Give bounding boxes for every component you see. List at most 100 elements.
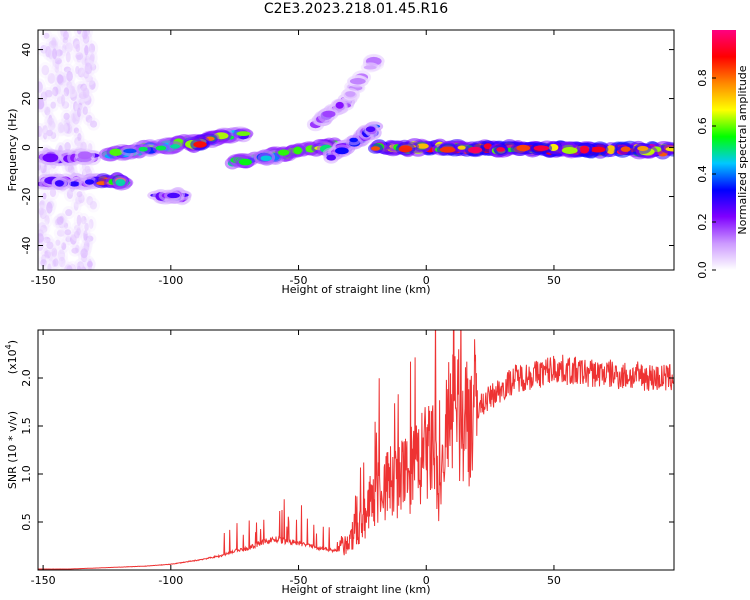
heatmap-cell	[38, 160, 42, 171]
heatmap-y-ticks: -40 -20 0 20 40	[20, 43, 674, 255]
heatmap-cell	[76, 191, 83, 198]
heatmap-cell	[65, 51, 71, 63]
heatmap-cell	[45, 46, 52, 58]
heatmap-cell	[637, 145, 649, 151]
heatmap-cell	[260, 155, 272, 162]
heatmap-cell	[398, 145, 413, 153]
heatmap-cell	[83, 230, 88, 241]
heatmap-feature	[322, 121, 384, 164]
y-tick-label: 20	[20, 92, 33, 106]
heatmap-cell	[52, 86, 59, 97]
heatmap-cell	[40, 259, 47, 267]
x-tick-label: 0	[423, 574, 430, 587]
heatmap-cell	[38, 125, 43, 137]
heatmap-cell	[590, 146, 606, 153]
heatmap-cell	[63, 122, 71, 134]
y-tick-label: 1.5	[20, 417, 33, 435]
heatmap-cell	[76, 265, 82, 270]
heatmap-cell	[54, 57, 62, 65]
x-tick-label: -100	[158, 274, 183, 287]
heatmap-cell	[326, 154, 336, 161]
heatmap-cell	[38, 233, 44, 243]
heatmap-cell	[349, 78, 366, 85]
heatmap-cell	[109, 148, 123, 156]
snr-panel: -150 -100 -50 0 50 0.5 1.0 1.5 2.0 Height of st…	[4, 329, 675, 596]
heatmap-cell	[51, 247, 58, 258]
heatmap-cell	[236, 131, 251, 137]
heatmap-cell	[66, 189, 74, 200]
heatmap-marks	[38, 30, 674, 270]
heatmap-cell	[65, 42, 73, 53]
snr-x-ticks: -150 -100 -50 0 50	[31, 330, 561, 587]
heatmap-cell	[43, 132, 48, 140]
colorbar: 0.0 0.2 0.4 0.6 0.8 Normalized spectral ampl…	[696, 30, 749, 279]
heatmap-cell	[82, 87, 90, 99]
heatmap-cell	[349, 137, 358, 143]
colorbar-tick-label: 0.8	[696, 69, 709, 87]
heatmap-cell	[63, 112, 70, 120]
heatmap-cell	[193, 141, 207, 148]
heatmap-cell	[55, 49, 63, 57]
heatmap-cell	[84, 45, 89, 56]
heatmap-cell	[77, 133, 82, 142]
heatmap-cell	[47, 120, 56, 131]
heatmap-cell	[40, 162, 47, 174]
y-tick-label: -40	[20, 237, 33, 255]
heatmap-cell	[38, 81, 43, 93]
heatmap-cell	[80, 216, 87, 225]
heatmap-cell	[167, 192, 180, 199]
heatmap-cell	[606, 145, 616, 155]
colorbar-ticks: 0.0 0.2 0.4 0.6 0.8	[696, 69, 716, 279]
heatmap-cell	[73, 230, 80, 239]
heatmap-cell	[41, 64, 50, 76]
heatmap-cell	[82, 106, 88, 115]
heatmap-cell	[44, 215, 50, 225]
heatmap-cell	[277, 149, 290, 156]
y-tick-label: 0.5	[20, 513, 33, 531]
x-tick-label: -50	[290, 574, 308, 587]
heatmap-cell	[439, 146, 456, 153]
heatmap-frame	[37, 29, 675, 271]
heatmap-cell	[55, 239, 61, 246]
heatmap-cell	[38, 98, 45, 110]
heatmap-cell	[64, 142, 71, 152]
heatmap-cell	[50, 101, 56, 109]
colorbar-label: Normalized spectral amplitude	[736, 65, 749, 234]
heatmap-cell	[39, 200, 46, 209]
heatmap-cell	[115, 178, 126, 187]
heatmap-cell	[42, 153, 59, 163]
heatmap-cell	[47, 263, 52, 270]
heatmap-cell	[293, 146, 302, 155]
x-tick-label: 0	[423, 274, 430, 287]
heatmap-cell	[76, 107, 82, 118]
heatmap-feature	[93, 172, 134, 191]
snr-scale-suffix: )	[6, 340, 19, 344]
heatmap-cell	[457, 145, 466, 150]
heatmap-cell	[84, 179, 95, 185]
heatmap-feature	[38, 148, 103, 167]
x-tick-label: 50	[547, 574, 561, 587]
heatmap-cell	[58, 256, 66, 268]
heatmap-cell	[155, 145, 167, 151]
heatmap-cell	[49, 188, 57, 198]
heatmap-cell	[38, 207, 45, 216]
heatmap-cell	[66, 265, 73, 270]
heatmap-cell	[84, 62, 93, 75]
heatmap-cell	[80, 248, 88, 259]
heatmap-cell	[64, 229, 72, 236]
heatmap-cell	[85, 235, 94, 242]
heatmap-cell	[42, 236, 51, 244]
snr-series-line	[38, 330, 674, 570]
heatmap-cell	[42, 192, 47, 200]
snr-scale-exponent: 4	[4, 344, 13, 349]
heatmap-cell	[365, 126, 376, 133]
heatmap-cell	[44, 106, 51, 116]
heatmap-cell	[81, 30, 88, 40]
heatmap-cell	[335, 101, 344, 109]
heatmap-panel: -150 -100 -50 0 50 -40 -20 0 20 40 Height of str…	[6, 29, 675, 296]
heatmap-cell	[63, 222, 69, 229]
heatmap-cell	[84, 165, 91, 173]
heatmap-cell	[71, 247, 80, 254]
heatmap-y-label: Frequency (Hz)	[6, 109, 19, 192]
heatmap-cell	[66, 71, 73, 82]
